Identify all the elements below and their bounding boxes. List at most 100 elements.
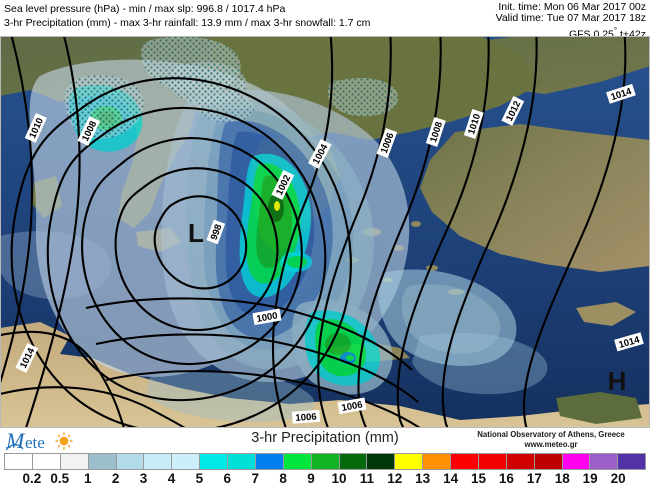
colorbar-tick: 18 xyxy=(554,471,570,486)
colorbar-tick: 17 xyxy=(526,471,542,486)
colorbar-tick: 20 xyxy=(610,471,626,486)
isobar-label-text: 1000 xyxy=(256,310,279,325)
model-suffix: t+42z xyxy=(617,28,646,41)
precip-cell-peloponnese-green xyxy=(287,256,307,268)
isobar-label-text: 998 xyxy=(209,223,225,242)
credit-organization: National Observatory of Athens, Greece xyxy=(477,430,625,439)
isobar-998 xyxy=(153,195,248,290)
colorbar-tick: 2 xyxy=(111,471,120,486)
colorbar-swatch xyxy=(60,454,89,469)
isobar-1010-west xyxy=(0,36,34,387)
isobar-label-background xyxy=(501,95,525,126)
isobar-1004-east xyxy=(271,36,334,428)
colorbar-title: 3-hr Precipitation (mm) xyxy=(251,430,399,446)
isobar-1014-s xyxy=(0,386,188,428)
logo-letters-ete: ete xyxy=(25,433,45,452)
map-canvas[interactable]: L H 1010 1008 998 1002 1004 1000 1006 1008 1010 1… xyxy=(0,36,650,428)
colorbar-swatch xyxy=(451,454,479,469)
isobar-label-background xyxy=(614,332,644,352)
low-pressure-marker: L xyxy=(188,218,204,248)
colorbar-tick: 12 xyxy=(387,471,403,486)
north-africa-land xyxy=(0,322,650,428)
header-left-block: Sea level pressure (hPa) - min / max slp… xyxy=(4,2,370,30)
isobar-1002 xyxy=(81,137,303,366)
colorbar-tick: 1 xyxy=(83,471,92,486)
colorbar-swatch xyxy=(200,454,228,469)
colorbar-swatch xyxy=(506,454,535,469)
snow-patch-north3 xyxy=(197,94,254,123)
logo-sun-rays-icon xyxy=(55,432,73,450)
isobar-label-background xyxy=(291,409,321,424)
precip-patch-east-med xyxy=(412,332,548,395)
meteo-logo[interactable]: M ete xyxy=(6,429,136,453)
isobar-1014-east xyxy=(522,36,627,428)
isobar-label-background xyxy=(425,117,446,147)
isobar-label-background xyxy=(376,128,398,158)
colorbar-tick: 16 xyxy=(498,471,514,486)
precip-patch-south-med xyxy=(146,371,315,423)
isobar-1014-sw xyxy=(0,330,125,428)
isobar-label: 1006 xyxy=(337,397,367,415)
colorbar-swatch xyxy=(283,454,312,469)
isobar-label-background xyxy=(77,115,101,146)
colorbar-tick-labels: 0.2 0.5 1 2 3 4 5 6 7 8 9 10 11 12 13 14 15 16 17 18 19 20 xyxy=(4,471,646,486)
isobar-label-background xyxy=(24,112,47,143)
isobar-1008-south xyxy=(95,333,419,403)
isobar-1006-inner xyxy=(10,77,352,428)
colorbar-tick: 7 xyxy=(251,471,259,486)
colorbar-tick: 0.5 xyxy=(50,471,70,486)
colorbar-swatch xyxy=(255,454,284,469)
precip-band-aegean-east2 xyxy=(401,284,501,354)
credit-website[interactable]: www.meteo.gr xyxy=(524,440,578,449)
colorbar-swatch xyxy=(562,454,591,469)
isobar-label-background xyxy=(252,308,282,326)
high-pressure-marker: H xyxy=(608,366,627,396)
isobar-1008-east xyxy=(357,36,442,428)
isobar-label: 1006 xyxy=(291,409,321,424)
map-footer: M ete 3-hr Precipitation (mm) National O… xyxy=(0,428,650,486)
valid-time-label: Valid time: Tue 07 Mar 2017 18z xyxy=(495,12,646,25)
colorbar-swatch xyxy=(423,454,451,469)
map-header: Sea level pressure (hPa) - min / max slp… xyxy=(0,0,650,40)
slp-summary-line: Sea level pressure (hPa) - min / max slp… xyxy=(4,3,286,15)
isobar-label: 1000 xyxy=(252,308,282,326)
colorbar-tick: 3 xyxy=(139,471,148,486)
snow-patch-north2 xyxy=(170,61,247,104)
colorbar-swatch xyxy=(5,454,33,469)
cyprus-island xyxy=(576,302,636,326)
precipitation-colorbar xyxy=(4,453,646,470)
isobar-1004 xyxy=(46,106,327,402)
precip-cluster-crete-darkgreen xyxy=(325,333,351,355)
isobar-label-background xyxy=(206,219,226,245)
model-prefix: GFS 0.25 xyxy=(568,28,614,41)
isobar-label-background xyxy=(606,83,636,104)
colorbar-tick: 4 xyxy=(167,471,176,486)
snow-patch-balkans xyxy=(327,77,399,117)
colorbar-tick: 8 xyxy=(279,471,287,486)
precip-cell-ionian-darkgreen xyxy=(256,175,292,269)
precip-cluster-crete-inner xyxy=(346,355,354,361)
colorbar-swatch xyxy=(395,454,424,469)
colorbar-swatch xyxy=(144,454,173,469)
colorbar-tick: 14 xyxy=(443,471,459,486)
colorbar-swatch xyxy=(478,454,507,469)
colorbar-swatch xyxy=(172,454,201,469)
isobar-label-background xyxy=(337,397,367,415)
colorbar-tick: 19 xyxy=(582,471,598,486)
snow-patch-alps xyxy=(64,75,144,139)
colorbar-tick: 15 xyxy=(471,471,487,486)
isobar-label-text: 1006 xyxy=(295,411,317,423)
colorbar-swatch xyxy=(534,454,563,469)
colorbar-tick: 6 xyxy=(223,471,232,486)
isobar-1012-east xyxy=(441,36,538,428)
turkey-land xyxy=(420,124,650,272)
isobar-label-background xyxy=(15,342,39,373)
isobar-1000 xyxy=(114,167,279,332)
colorbar-tick: 0.2 xyxy=(22,471,42,486)
isobar-1006-south xyxy=(85,297,413,371)
colorbar-tick: 5 xyxy=(195,471,204,486)
colorbar-swatch xyxy=(311,454,340,469)
isobar-1010-south xyxy=(105,370,421,428)
